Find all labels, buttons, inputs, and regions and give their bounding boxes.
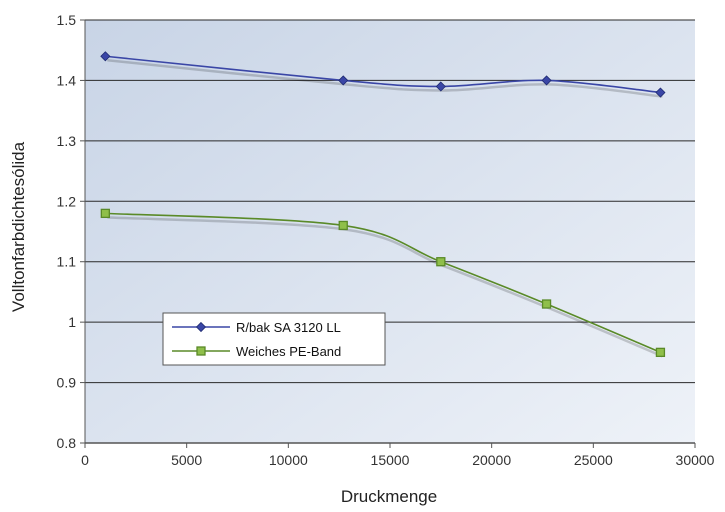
- data-point: [100, 51, 111, 62]
- x-tick-label: 5000: [171, 452, 202, 468]
- x-axis-ticks: 0 5000 10000 15000 20000 25000 30000: [81, 443, 715, 468]
- series-line-shadow: [107, 216, 663, 358]
- data-point: [541, 299, 552, 309]
- series-line: [105, 212, 661, 354]
- x-axis-title: Druckmenge: [341, 487, 437, 506]
- y-tick-label: 1: [68, 314, 76, 330]
- x-tick-label: 10000: [269, 452, 308, 468]
- x-tick-label: 30000: [676, 452, 715, 468]
- legend-box: [162, 312, 386, 366]
- legend-label: R/bak SA 3120 LL: [236, 320, 341, 335]
- y-axis-ticks: 0.8 0.9 1 1.1 1.2 1.3 1.4 1.5: [57, 12, 85, 451]
- y-tick-label: 1.1: [57, 254, 77, 270]
- y-axis-title: Volltonfarbdichtesólida: [9, 141, 28, 312]
- data-point: [100, 208, 110, 219]
- data-point: [338, 75, 349, 86]
- legend-marker: [196, 346, 206, 356]
- series-1: [100, 51, 666, 98]
- y-tick-label: 1.4: [57, 72, 77, 88]
- x-tick-label: 15000: [371, 452, 410, 468]
- series-layer: [100, 51, 666, 358]
- y-tick-label: 0.8: [57, 435, 77, 451]
- plot-area: [85, 20, 695, 443]
- data-point: [436, 257, 446, 267]
- y-tick-label: 0.9: [57, 375, 77, 391]
- y-tick-label: 1.3: [57, 133, 77, 149]
- legend-marker: [195, 321, 207, 333]
- data-point: [338, 220, 348, 231]
- series-line-shadow: [107, 59, 663, 98]
- data-point: [655, 347, 666, 358]
- legend: R/bak SA 3120 LL Weiches PE-Band: [162, 312, 386, 366]
- y-tick-label: 1.5: [57, 12, 77, 28]
- x-tick-label: 25000: [574, 452, 613, 468]
- x-tick-label: 20000: [472, 452, 511, 468]
- series-line: [105, 55, 661, 94]
- series-2: [100, 208, 666, 358]
- data-point: [435, 81, 446, 92]
- legend-label: Weiches PE-Band: [236, 344, 341, 359]
- x-tick-label: 0: [81, 452, 89, 468]
- y-tick-label: 1.2: [57, 193, 77, 209]
- data-point: [655, 87, 666, 98]
- data-point: [541, 75, 552, 86]
